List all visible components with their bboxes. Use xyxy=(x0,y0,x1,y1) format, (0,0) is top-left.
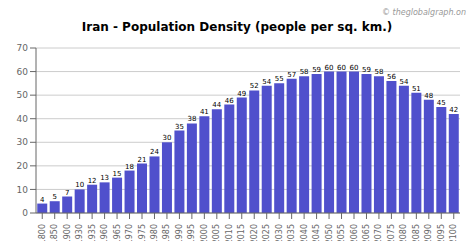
svg-text:10: 10 xyxy=(75,181,84,189)
svg-text:2080: 2080 xyxy=(399,224,408,241)
svg-text:2035: 2035 xyxy=(287,224,296,241)
svg-text:44: 44 xyxy=(212,101,221,109)
svg-text:2065: 2065 xyxy=(362,224,371,241)
svg-text:15: 15 xyxy=(113,170,122,178)
svg-text:55: 55 xyxy=(275,75,284,83)
svg-text:2100: 2100 xyxy=(449,224,458,241)
svg-text:2000: 2000 xyxy=(200,224,209,241)
svg-text:2055: 2055 xyxy=(337,224,346,241)
svg-text:18: 18 xyxy=(125,163,134,171)
svg-text:20: 20 xyxy=(17,161,29,171)
svg-text:2030: 2030 xyxy=(275,224,284,241)
svg-text:52: 52 xyxy=(250,82,259,90)
svg-text:60: 60 xyxy=(350,64,359,72)
svg-text:59: 59 xyxy=(312,66,321,74)
svg-text:1900: 1900 xyxy=(63,224,72,241)
svg-text:0: 0 xyxy=(22,208,28,218)
svg-text:70: 70 xyxy=(17,43,29,53)
svg-text:1930: 1930 xyxy=(75,224,84,241)
svg-text:2005: 2005 xyxy=(212,224,221,241)
svg-text:1935: 1935 xyxy=(88,224,97,241)
svg-text:40: 40 xyxy=(17,114,29,124)
svg-text:1995: 1995 xyxy=(187,224,196,241)
svg-text:51: 51 xyxy=(412,85,421,93)
svg-text:1850: 1850 xyxy=(50,224,59,241)
svg-text:2095: 2095 xyxy=(437,224,446,241)
svg-text:46: 46 xyxy=(225,97,234,105)
svg-text:35: 35 xyxy=(175,123,184,131)
svg-text:2040: 2040 xyxy=(300,224,309,241)
svg-text:2085: 2085 xyxy=(412,224,421,241)
svg-text:1975: 1975 xyxy=(138,224,147,241)
svg-text:41: 41 xyxy=(200,108,209,116)
svg-text:2045: 2045 xyxy=(312,224,321,241)
svg-text:24: 24 xyxy=(150,148,159,156)
svg-text:58: 58 xyxy=(374,68,383,76)
svg-text:10: 10 xyxy=(17,185,29,195)
svg-text:2015: 2015 xyxy=(237,224,246,241)
svg-text:49: 49 xyxy=(237,90,246,98)
svg-text:48: 48 xyxy=(424,92,433,100)
svg-text:4: 4 xyxy=(40,196,45,204)
svg-text:13: 13 xyxy=(100,174,109,182)
svg-text:38: 38 xyxy=(187,115,196,123)
svg-text:57: 57 xyxy=(287,71,296,79)
svg-text:60: 60 xyxy=(325,64,334,72)
svg-text:1985: 1985 xyxy=(162,224,171,241)
svg-text:54: 54 xyxy=(399,78,408,86)
svg-text:45: 45 xyxy=(437,99,446,107)
html-text:Iran - Population Density (peo: Iran - Population Density (people per sq… xyxy=(81,20,393,34)
svg-text:60: 60 xyxy=(17,67,29,77)
svg-text:1990: 1990 xyxy=(175,224,184,241)
svg-text:21: 21 xyxy=(138,156,147,164)
svg-text:2010: 2010 xyxy=(225,224,234,241)
svg-text:2025: 2025 xyxy=(262,224,271,241)
svg-text:59: 59 xyxy=(362,66,371,74)
svg-text:2060: 2060 xyxy=(350,224,359,241)
svg-text:54: 54 xyxy=(262,78,271,86)
svg-text:30: 30 xyxy=(17,137,29,147)
svg-text:30: 30 xyxy=(162,134,171,142)
svg-text:2050: 2050 xyxy=(325,224,334,241)
svg-text:58: 58 xyxy=(300,68,309,76)
svg-text:56: 56 xyxy=(387,73,396,81)
svg-text:60: 60 xyxy=(337,64,346,72)
svg-text:1800: 1800 xyxy=(38,224,47,241)
svg-text:50: 50 xyxy=(17,90,29,100)
svg-text:1980: 1980 xyxy=(150,224,159,241)
svg-text:1970: 1970 xyxy=(125,224,134,241)
svg-text:2020: 2020 xyxy=(250,224,259,241)
html-text:© theglobalgraph.on: © theglobalgraph.on xyxy=(382,8,466,17)
svg-text:1965: 1965 xyxy=(113,224,122,241)
svg-text:42: 42 xyxy=(449,106,458,114)
svg-text:1960: 1960 xyxy=(100,224,109,241)
svg-text:12: 12 xyxy=(88,177,97,185)
svg-text:2075: 2075 xyxy=(387,224,396,241)
svg-text:2070: 2070 xyxy=(374,224,383,241)
svg-text:2090: 2090 xyxy=(424,224,433,241)
svg-text:7: 7 xyxy=(65,189,69,197)
svg-text:5: 5 xyxy=(52,193,56,201)
